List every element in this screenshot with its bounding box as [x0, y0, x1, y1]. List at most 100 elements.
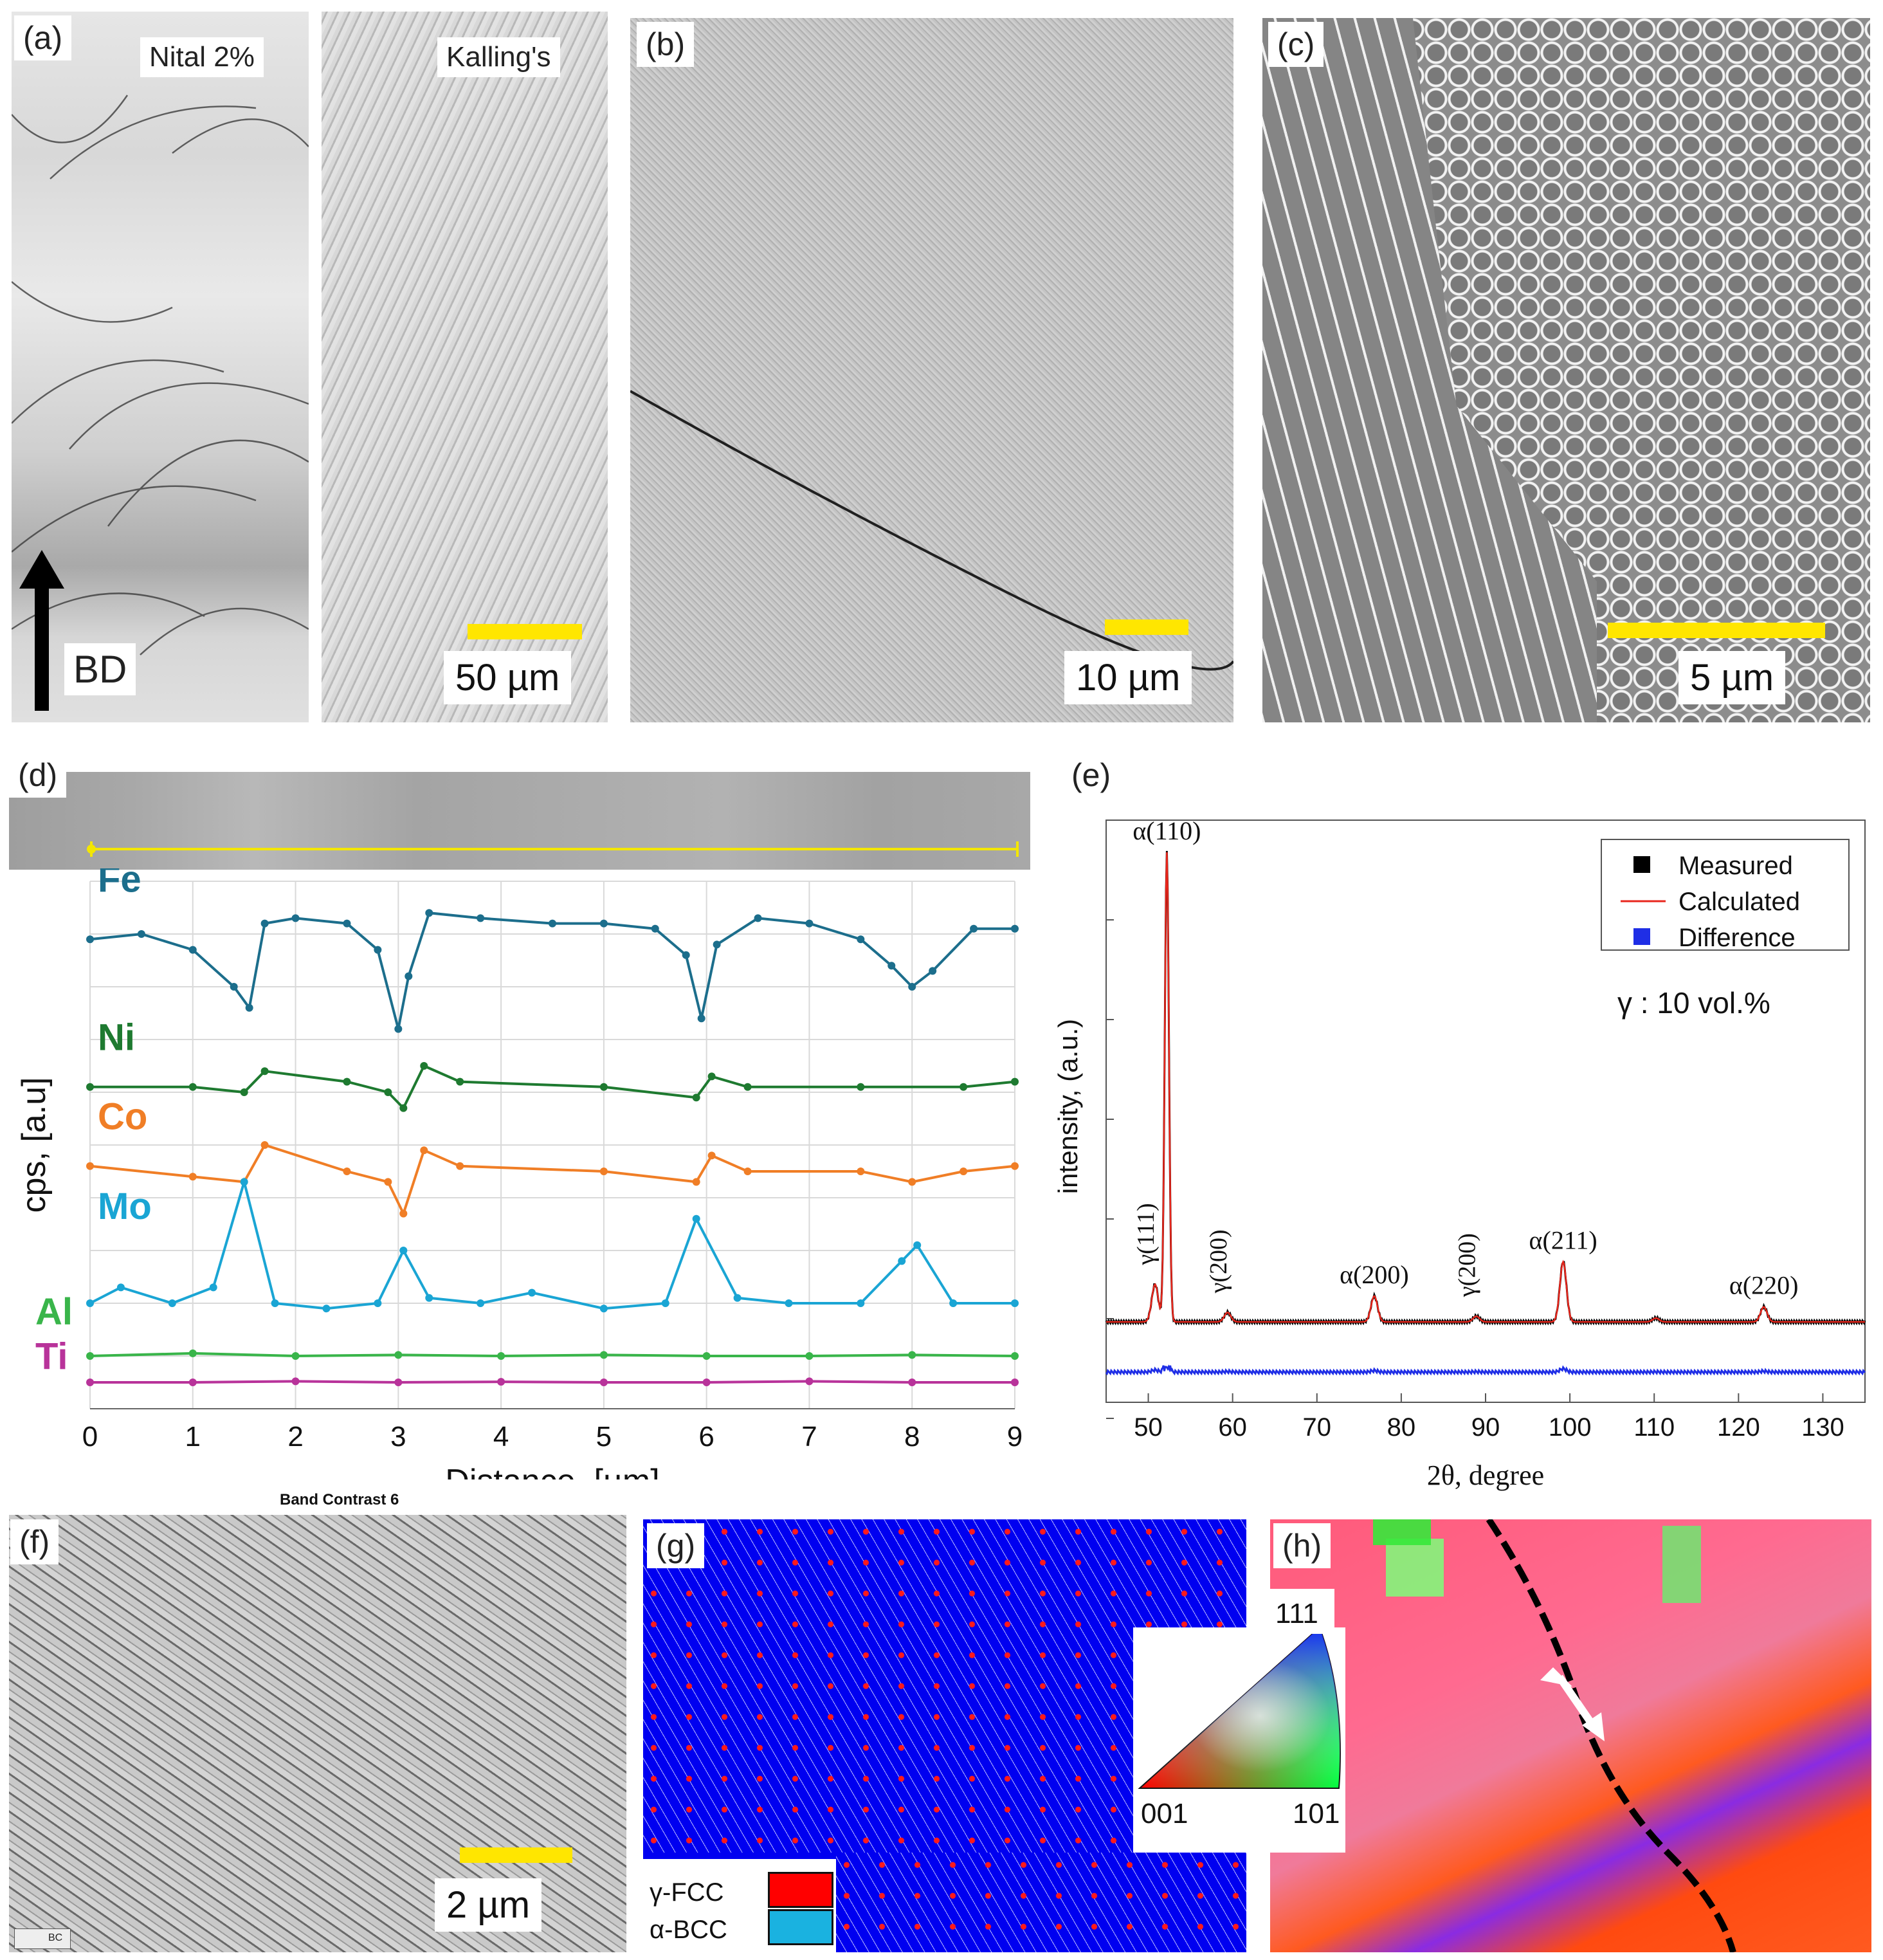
data-point-co: [456, 1162, 464, 1170]
data-point-mo: [857, 1299, 865, 1307]
panel-b-scale-text: 10 µm: [1064, 651, 1192, 704]
panel-c-micrograph: [1262, 18, 1870, 722]
legend-swatch-fcc: [768, 1872, 833, 1908]
panel-a-etchant-nital: Nital 2%: [140, 37, 264, 77]
panel-a-etchant-kalling: Kalling's: [437, 37, 560, 77]
peak-label: γ(111): [1133, 1203, 1160, 1265]
data-point-al: [497, 1352, 505, 1360]
panel-g-label: (g): [647, 1523, 705, 1568]
data-point-fe: [260, 919, 269, 928]
data-point-fe: [970, 924, 978, 933]
data-point-ni: [86, 1083, 94, 1091]
data-point-fe: [599, 919, 608, 928]
data-point-ni: [1011, 1077, 1019, 1086]
data-point-fe: [682, 951, 690, 959]
data-point-co: [384, 1178, 392, 1186]
x-tick-label: 100: [1549, 1413, 1592, 1442]
calculated-line: [1106, 852, 1865, 1323]
ipf-legend-box: 001 101: [1133, 1627, 1345, 1853]
y-axis-label: cps, [a.u]: [19, 1077, 53, 1213]
legend-label: Calculated: [1678, 888, 1800, 916]
panel-f-corner-badge: BC: [14, 1928, 71, 1949]
data-point-al: [394, 1351, 403, 1359]
panel-c-scale-bar: [1608, 623, 1825, 638]
data-point-ni: [692, 1094, 700, 1102]
data-point-co: [599, 1168, 608, 1175]
data-point-mo: [86, 1299, 94, 1307]
data-point-ni: [240, 1088, 248, 1096]
data-point-mo: [116, 1283, 125, 1292]
series-line-ni: [90, 1064, 1015, 1111]
series-line-ti: [90, 1380, 1015, 1384]
data-point-al: [291, 1352, 300, 1360]
panel-f-label: (f): [10, 1519, 59, 1564]
ipf-label-001: 001: [1141, 1798, 1188, 1829]
data-point-ti: [702, 1378, 711, 1386]
panel-a-kalling-micrograph: [322, 12, 608, 722]
data-point-mo: [1011, 1299, 1019, 1307]
data-point-co: [399, 1209, 408, 1218]
data-point-co: [343, 1168, 351, 1175]
linescan-path: [87, 841, 1019, 857]
x-tick-label: 8: [904, 1421, 920, 1452]
data-point-al: [1011, 1352, 1019, 1360]
data-point-fe: [857, 935, 865, 944]
data-point-ni: [384, 1088, 392, 1096]
panel-c-elongated-cells: [1262, 18, 1597, 722]
data-point-mo: [477, 1299, 485, 1307]
data-point-mo: [949, 1299, 958, 1307]
panel-g-phase-map-lower: [836, 1853, 1246, 1952]
data-point-mo: [733, 1294, 741, 1302]
data-point-mo: [374, 1299, 382, 1307]
x-tick-label: 4: [493, 1421, 509, 1452]
data-point-co: [188, 1173, 197, 1181]
data-point-ti: [291, 1377, 300, 1386]
series-label-ti: Ti: [35, 1336, 68, 1378]
panel-f-title: Band Contrast 6: [280, 1491, 399, 1508]
data-point-fe: [188, 946, 197, 954]
x-tick-label: 7: [801, 1421, 817, 1452]
data-point-fe: [477, 914, 485, 922]
data-point-ni: [707, 1072, 716, 1081]
x-tick-label: 6: [698, 1421, 714, 1452]
data-point-mo: [661, 1299, 669, 1307]
series-label-al: Al: [35, 1291, 73, 1333]
data-point-fe: [754, 914, 762, 922]
panel-f-scale-bar: [460, 1847, 572, 1863]
phase-legend: γ-FCC α-BCC: [643, 1859, 836, 1955]
x-tick-label: 130: [1801, 1413, 1844, 1442]
data-point-mo: [168, 1299, 176, 1307]
data-point-al: [86, 1352, 94, 1360]
data-point-fe: [425, 909, 433, 917]
panel-b-scale-bar: [1105, 619, 1188, 635]
x-tick-label: 9: [1007, 1421, 1023, 1452]
data-point-ni: [599, 1083, 608, 1091]
x-axis-label: 2θ, degree: [1427, 1460, 1544, 1491]
data-point-fe: [230, 983, 238, 991]
series-label-fe: Fe: [98, 868, 141, 900]
legend-swatch-bcc: [768, 1909, 833, 1945]
data-point-fe: [137, 930, 145, 938]
series-line-mo: [89, 1177, 1015, 1310]
ipf-top-box: 111: [1270, 1589, 1334, 1634]
data-point-fe: [374, 946, 382, 954]
data-point-ti: [394, 1378, 403, 1386]
data-point-ti: [86, 1378, 94, 1386]
peak-label: α(110): [1133, 816, 1201, 845]
series-label-mo: Mo: [98, 1186, 152, 1227]
data-point-ni: [743, 1083, 752, 1091]
data-point-co: [692, 1178, 700, 1186]
data-point-fe: [805, 919, 814, 928]
data-point-fe: [245, 1003, 253, 1012]
peak-label: γ(200): [1205, 1229, 1232, 1294]
panel-a-scale-text: 50 µm: [444, 651, 572, 704]
data-point-ti: [497, 1378, 505, 1386]
x-tick-label: 5: [596, 1421, 612, 1452]
panel-g-phase-map-left: [643, 1853, 836, 1859]
panel-b-micrograph: [630, 18, 1233, 722]
peak-label: α(220): [1729, 1271, 1799, 1300]
panel-b-boundary: [630, 390, 1233, 671]
x-tick-label: 2: [287, 1421, 303, 1452]
legend-label: Measured: [1678, 852, 1793, 880]
panel-d-label: (d): [9, 753, 67, 798]
